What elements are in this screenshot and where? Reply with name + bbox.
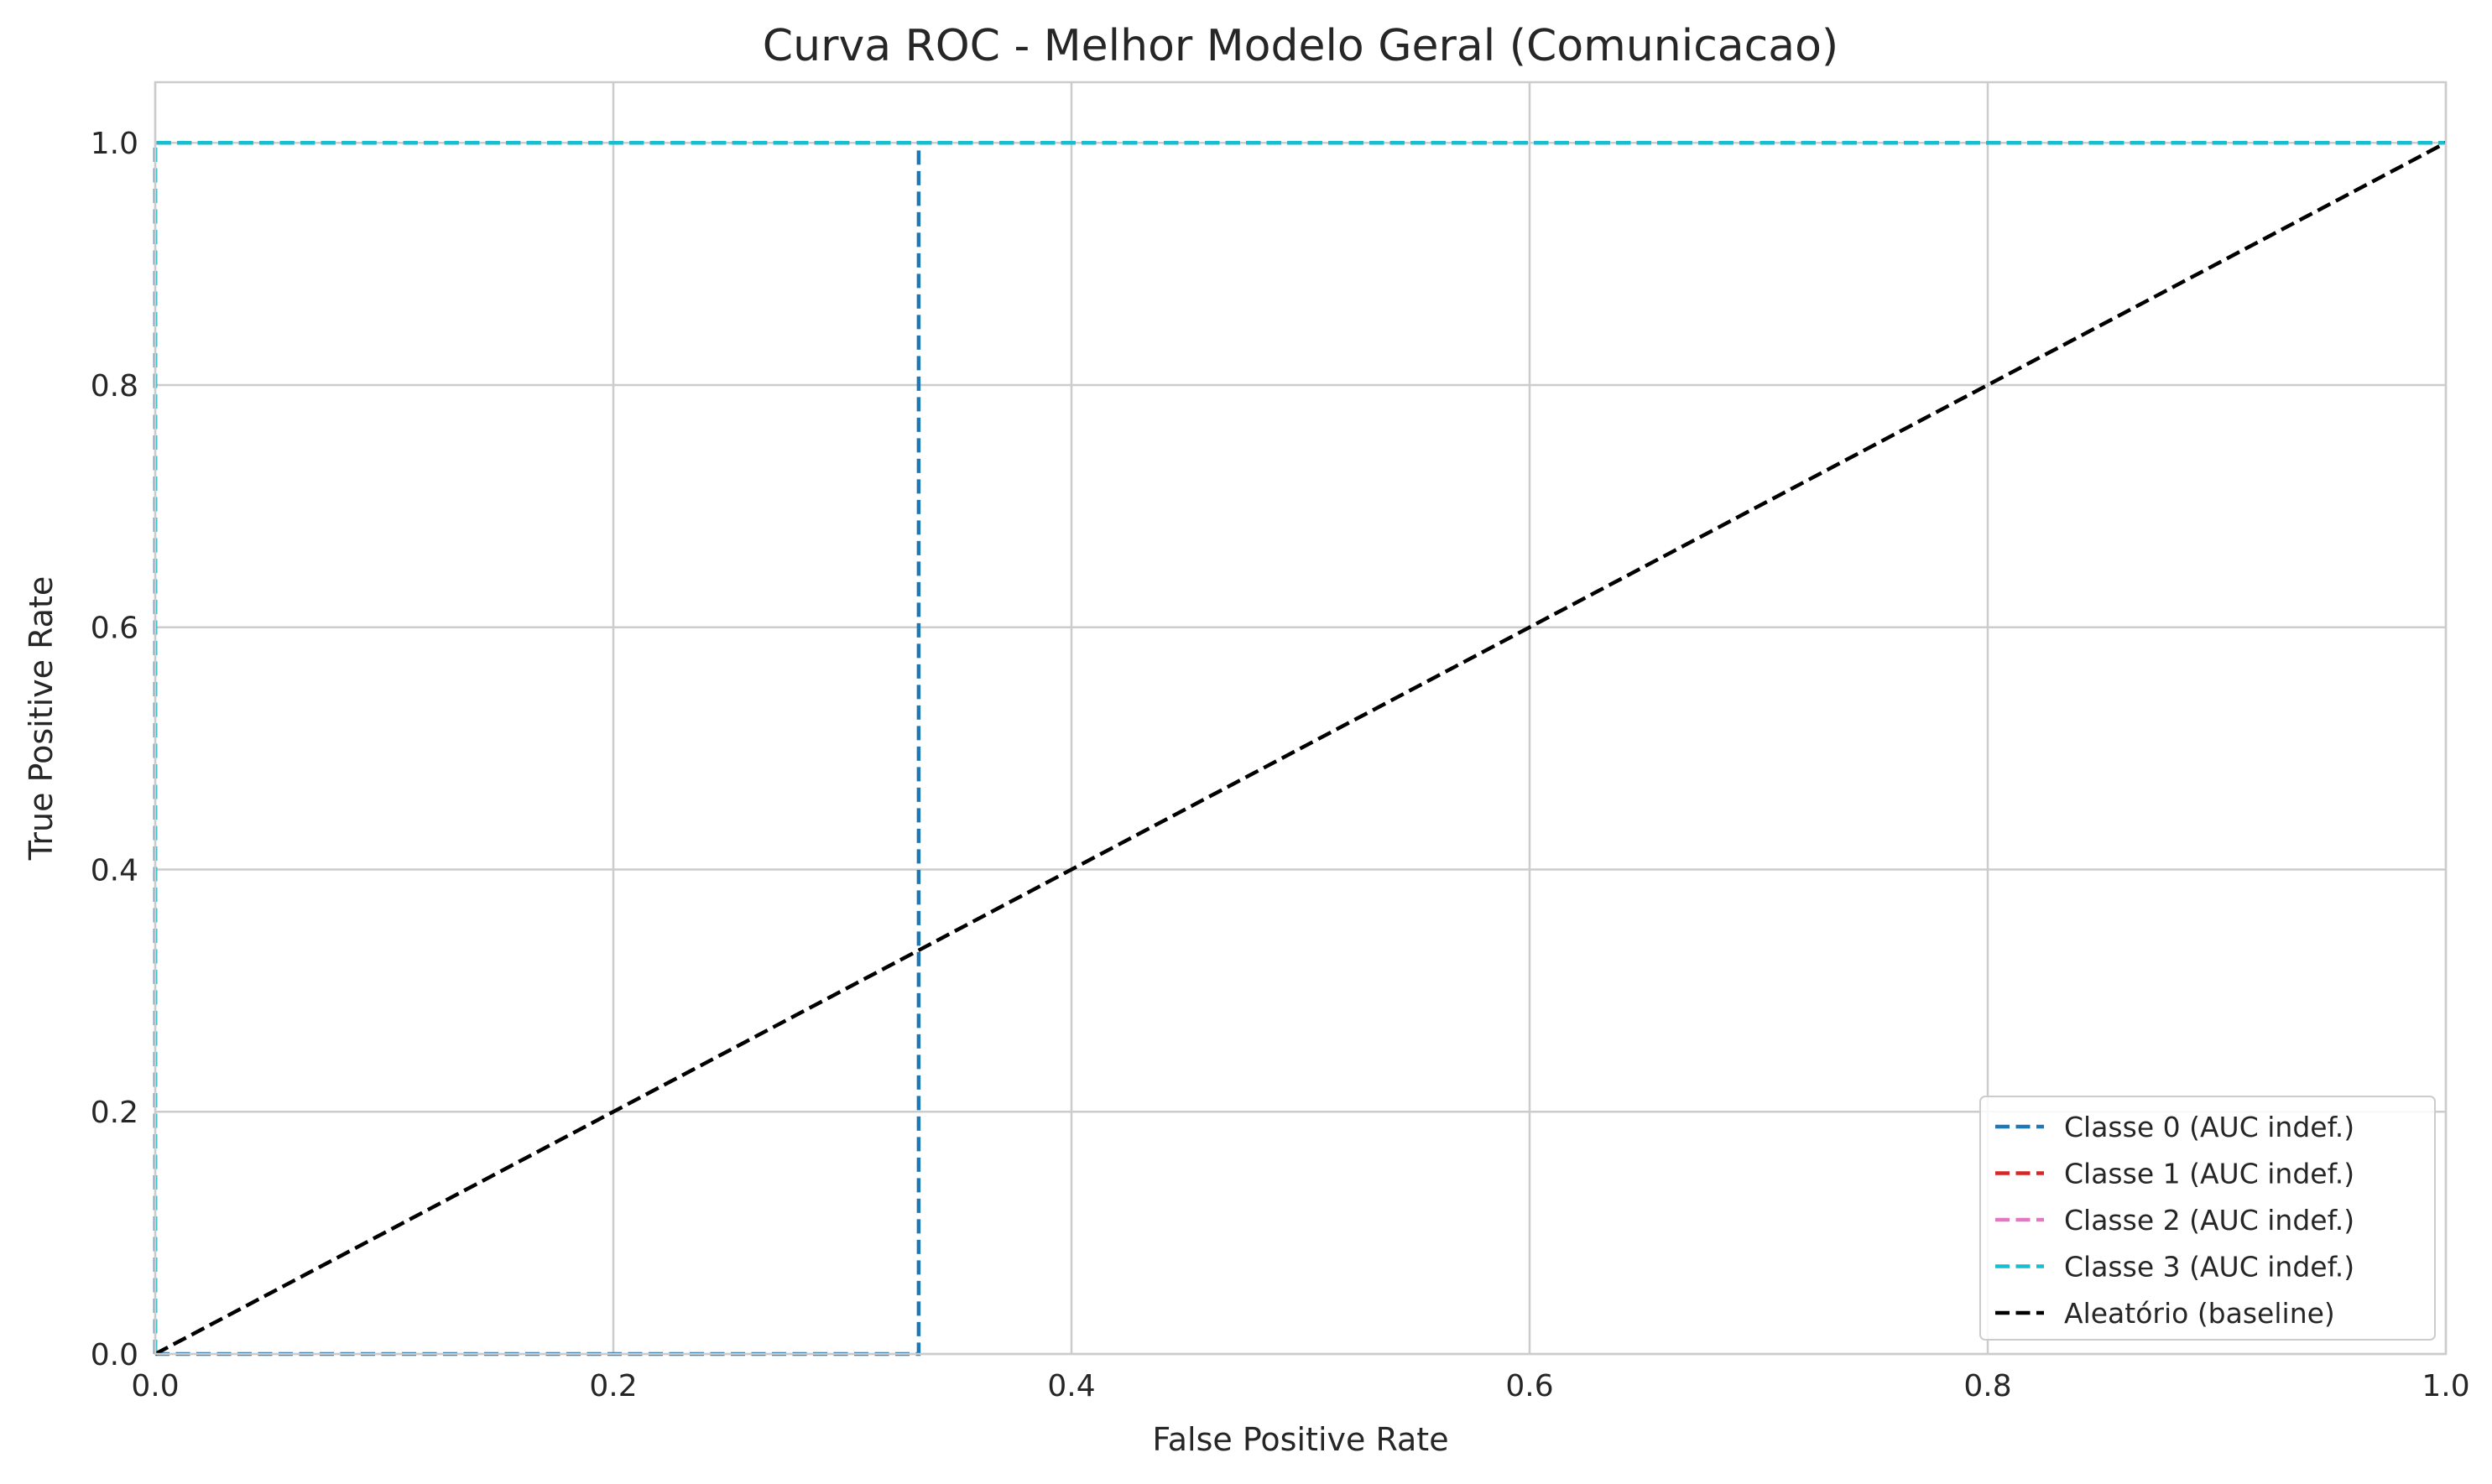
legend-entry-label: Classe 3 (AUC indef.) bbox=[2064, 1251, 2354, 1284]
legend-box bbox=[1979, 1096, 2436, 1341]
y-tick-label: 0.6 bbox=[91, 612, 138, 646]
legend-entry-label: Classe 0 (AUC indef.) bbox=[2064, 1111, 2354, 1143]
x-tick-label: 0.0 bbox=[131, 1369, 179, 1403]
y-tick-label: 0.4 bbox=[91, 853, 138, 888]
x-axis-label: False Positive Rate bbox=[1152, 1421, 1448, 1458]
x-tick-label: 1.0 bbox=[2422, 1369, 2469, 1403]
y-axis-label: True Positive Rate bbox=[23, 576, 60, 862]
tick-labels: 0.0 0.2 0.4 0.6 0.8 1.0 0.0 0.2 0.4 0.6 0.8 1.0 bbox=[91, 127, 2470, 1403]
x-tick-label: 0.2 bbox=[589, 1369, 637, 1403]
legend-entry-label: Classe 2 (AUC indef.) bbox=[2064, 1204, 2354, 1237]
plot-frame bbox=[154, 81, 2448, 1356]
legend: Classe 0 (AUC indef.) Classe 1 (AUC indef… bbox=[1979, 1096, 2436, 1341]
x-tick-label: 0.4 bbox=[1047, 1369, 1095, 1403]
x-tick-label: 0.6 bbox=[1505, 1369, 1553, 1403]
legend-entry-label: Classe 1 (AUC indef.) bbox=[2064, 1158, 2354, 1190]
y-tick-label: 0.2 bbox=[91, 1096, 138, 1130]
x-tick-label: 0.8 bbox=[1963, 1369, 2011, 1403]
y-tick-label: 0.8 bbox=[91, 369, 138, 404]
y-tick-label: 0.0 bbox=[91, 1338, 138, 1372]
chart-title: Curva ROC - Melhor Modelo Geral (Comunic… bbox=[763, 21, 1838, 71]
legend-entry-label: Aleatório (baseline) bbox=[2064, 1297, 2335, 1330]
y-tick-label: 1.0 bbox=[91, 127, 138, 161]
series-line-4 bbox=[154, 141, 2448, 1356]
